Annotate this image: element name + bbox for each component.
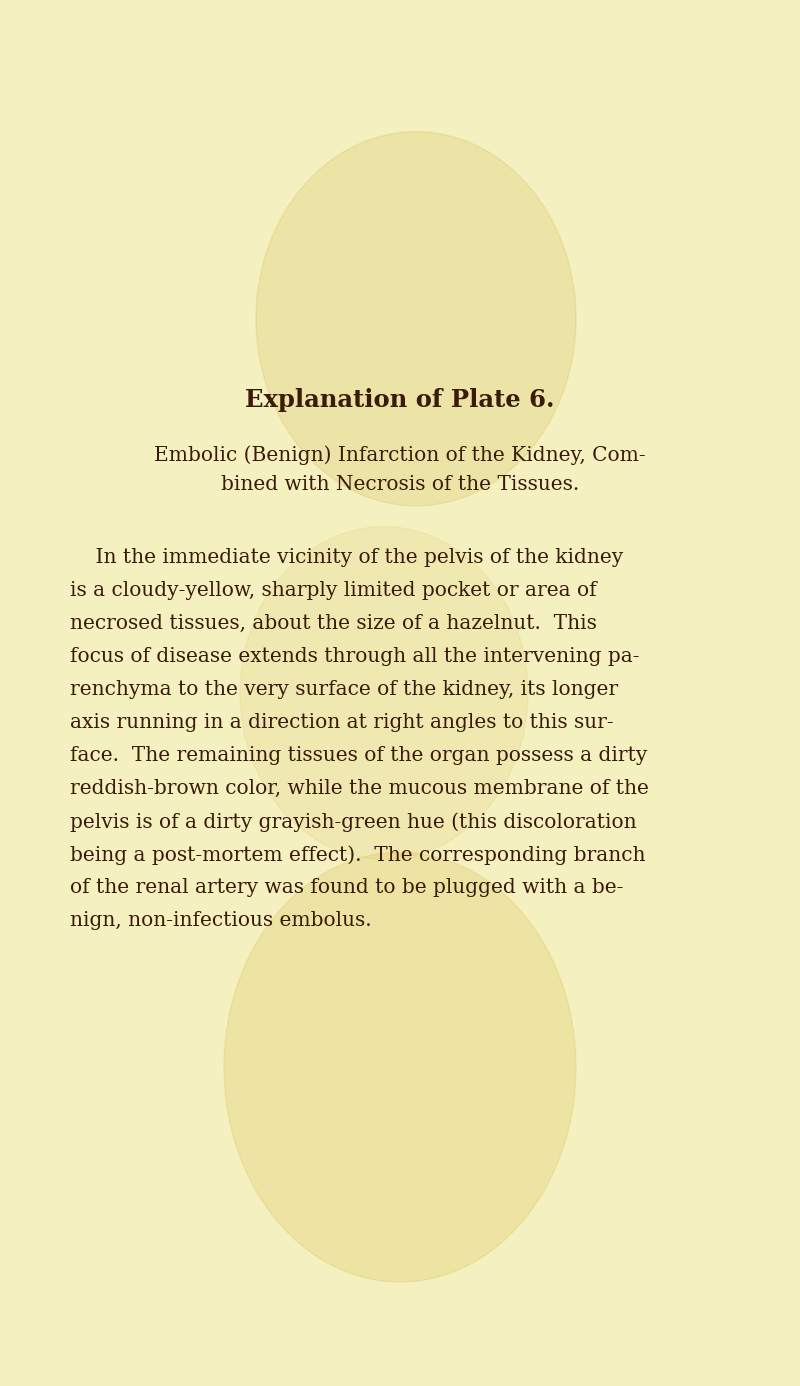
Text: of the renal artery was found to be plugged with a be-: of the renal artery was found to be plug…	[70, 877, 623, 897]
Text: being a post-mortem effect).  The corresponding branch: being a post-mortem effect). The corresp…	[70, 845, 646, 865]
Text: pelvis is of a dirty grayish-green hue (this discoloration: pelvis is of a dirty grayish-green hue (…	[70, 812, 637, 832]
Text: In the immediate vicinity of the pelvis of the kidney: In the immediate vicinity of the pelvis …	[70, 547, 623, 567]
Text: Explanation of Plate 6.: Explanation of Plate 6.	[246, 388, 554, 412]
Text: focus of disease extends through all the intervening pa-: focus of disease extends through all the…	[70, 647, 639, 667]
Text: reddish-brown color, while the mucous membrane of the: reddish-brown color, while the mucous me…	[70, 779, 649, 798]
Text: bined with Necrosis of the Tissues.: bined with Necrosis of the Tissues.	[221, 475, 579, 495]
Text: axis running in a direction at right angles to this sur-: axis running in a direction at right ang…	[70, 712, 614, 732]
Text: necrosed tissues, about the size of a hazelnut.  This: necrosed tissues, about the size of a ha…	[70, 614, 597, 633]
Text: nign, non-infectious embolus.: nign, non-infectious embolus.	[70, 911, 372, 930]
Text: renchyma to the very surface of the kidney, its longer: renchyma to the very surface of the kidn…	[70, 681, 618, 699]
Ellipse shape	[240, 527, 528, 859]
Text: is a cloudy-yellow, sharply limited pocket or area of: is a cloudy-yellow, sharply limited pock…	[70, 581, 597, 600]
Text: face.  The remaining tissues of the organ possess a dirty: face. The remaining tissues of the organ…	[70, 746, 647, 765]
Ellipse shape	[224, 852, 576, 1282]
Ellipse shape	[256, 132, 576, 506]
Text: Embolic (Benign) Infarction of the Kidney, Com-: Embolic (Benign) Infarction of the Kidne…	[154, 445, 646, 464]
